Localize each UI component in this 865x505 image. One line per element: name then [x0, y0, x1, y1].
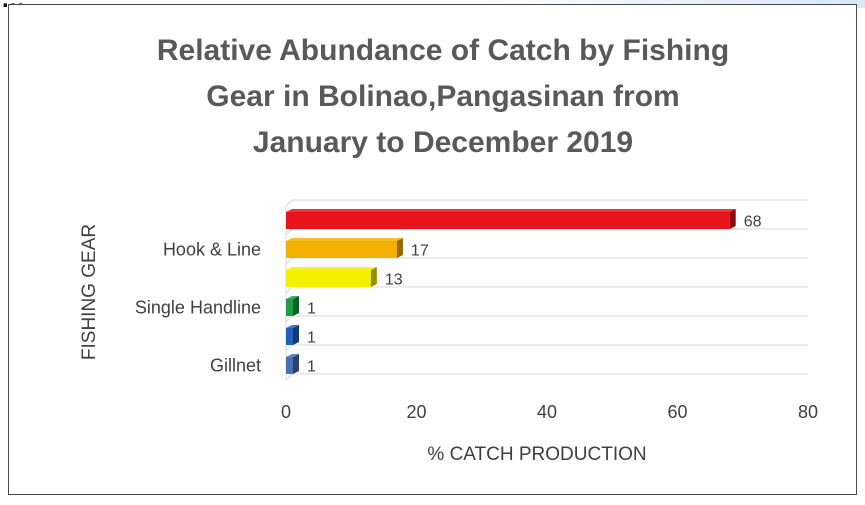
data-label: 1 — [307, 301, 316, 318]
y-axis-title: FISHING GEAR — [79, 224, 100, 360]
bar — [286, 238, 403, 258]
x-axis-title: % CATCH PRODUCTION — [427, 444, 646, 465]
data-label: 17 — [411, 243, 429, 260]
x-tick-label: 0 — [281, 402, 291, 422]
gridline — [285, 344, 808, 352]
x-tick-labels: 0 20 40 60 80 — [281, 402, 818, 422]
bar — [286, 354, 299, 374]
x-tick-label: 20 — [406, 402, 426, 422]
gridline — [285, 286, 808, 294]
data-label: 1 — [307, 330, 316, 347]
bar — [286, 296, 299, 316]
data-labels: 68 17 13 1 1 1 — [307, 214, 762, 376]
category-label: Single Handline — [135, 298, 261, 318]
category-label: Gillnet — [210, 356, 261, 376]
data-label: 1 — [307, 359, 316, 376]
data-label: 68 — [744, 214, 762, 231]
bars — [286, 209, 736, 374]
bar — [286, 267, 377, 287]
bar — [286, 325, 299, 345]
x-tick-label: 40 — [537, 402, 557, 422]
chart-frame — [8, 4, 857, 495]
gridline — [285, 228, 808, 236]
gridline — [285, 257, 808, 265]
data-label: 13 — [385, 272, 403, 289]
chart-title: Relative Abundance of Catch by Fishing Ge… — [157, 34, 729, 159]
chart-title-line: Relative Abundance of Catch by Fishing — [157, 34, 729, 67]
bar — [286, 209, 736, 229]
gridline — [285, 315, 808, 323]
gridline — [285, 199, 808, 207]
x-tick-label: 60 — [667, 402, 687, 422]
chart-title-line: Gear in Bolinao,Pangasinan from — [206, 80, 679, 113]
category-label: Hook & Line — [163, 240, 261, 260]
gridline — [285, 373, 808, 381]
category-labels: Hook & Line Single Handline Gillnet — [135, 240, 261, 376]
chart-title-line: January to December 2019 — [253, 126, 633, 159]
x-tick-label: 80 — [798, 402, 818, 422]
